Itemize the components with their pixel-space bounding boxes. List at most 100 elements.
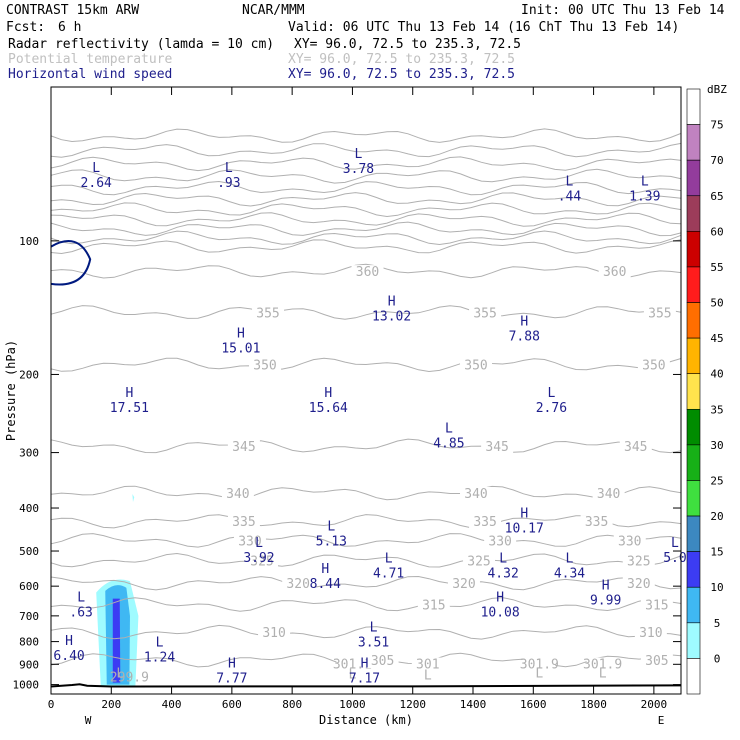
theta-label: 355 [473, 306, 496, 321]
theta-label: 355 [256, 306, 279, 321]
wind-extremum-type: L [499, 551, 507, 566]
theta-label: 305 [371, 654, 394, 669]
theta-label-bg [221, 486, 254, 501]
colorbar-level-label: 45 [710, 332, 723, 345]
colorbar-swatch [686, 231, 701, 268]
wind-extremum-type: L [92, 161, 100, 176]
theta-label: 315 [422, 599, 445, 614]
plot-frame [50, 86, 682, 695]
colorbar-unit-label: dBZ [707, 83, 727, 96]
theta-line-upper [50, 202, 682, 218]
theta-label: 310 [262, 626, 285, 641]
y-tick-label: 300 [19, 447, 39, 460]
wind-extremum-value: 15.64 [309, 401, 348, 416]
theta-label: 325 [627, 554, 650, 569]
wind-extremum-type: H [388, 295, 396, 310]
colorbar-level-label: 25 [710, 474, 723, 487]
theta-label: 345 [485, 440, 508, 455]
wind-extremum-value: 4.34 [554, 566, 585, 581]
theta-label-bg [460, 486, 493, 501]
colorbar-level-label: 5 [714, 617, 721, 630]
colorbar-swatch [686, 480, 701, 517]
wind-extremum-value: 1.24 [144, 650, 175, 665]
theta-label: 340 [226, 487, 249, 502]
wind-extremum-value: 10.17 [505, 521, 544, 536]
wind-extremum-value: .44 [558, 189, 582, 204]
field-name-1: Potential temperature [8, 52, 173, 67]
y-tick-label: 1000 [13, 679, 40, 692]
wind-extremum-type: H [65, 634, 73, 649]
wind-extremum-value: .63 [69, 606, 92, 621]
theta-line [50, 533, 682, 548]
theta-label-bg [246, 554, 279, 569]
theta-label-bg [460, 358, 493, 373]
wind-extremum-type: H [520, 314, 528, 329]
colorbar-swatch [686, 586, 701, 624]
theta-label-bg [227, 440, 260, 455]
theta-label: 340 [464, 487, 487, 502]
wind-extremum-value: 7.17 [349, 671, 380, 686]
theta-label-bg [613, 534, 646, 549]
wind-extremum-type: L [547, 386, 555, 401]
theta-label: 301.9 [583, 658, 622, 673]
theta-label: 360 [356, 265, 379, 280]
theta-low-marker: L [599, 667, 607, 682]
theta-label-bg [643, 306, 676, 321]
theta-label: 305 [645, 654, 668, 669]
theta-label-bg [580, 515, 613, 530]
theta-label: 301.1 [333, 658, 372, 673]
theta-label-bg [233, 534, 266, 549]
colorbar-swatch [686, 408, 701, 446]
wind-extremum-type: L [566, 551, 574, 566]
theta-line [50, 597, 682, 612]
theta-label: 360 [603, 265, 626, 280]
y-tick-label: 500 [19, 545, 39, 558]
wind-extremum-value: 2.76 [536, 401, 567, 416]
theta-label: 320 [452, 577, 475, 592]
wind-extremum-value: 17.51 [110, 401, 149, 416]
theta-label-bg [481, 440, 514, 455]
theta-label: 345 [624, 440, 647, 455]
wind-extremum-type: L [445, 421, 453, 436]
wind-extremum-value: 4.32 [487, 566, 518, 581]
theta-label-bg [469, 306, 502, 321]
colorbar-swatch [686, 302, 701, 339]
field-name-0: Radar reflectivity (lamda = 10 cm) [8, 37, 274, 52]
x-tick-label: 2000 [641, 698, 668, 711]
theta-line [50, 357, 682, 373]
colorbar-level-label: 40 [710, 368, 723, 381]
theta-label: 325 [250, 554, 273, 569]
theta-label-bg [447, 576, 480, 591]
theta-label-bg [249, 358, 282, 373]
theta-label: 320 [286, 577, 309, 592]
y-tick-label: 600 [19, 580, 39, 593]
theta-line-upper [50, 230, 682, 246]
theta-line-upper [50, 142, 682, 158]
theta-label-bg [417, 598, 450, 613]
theta-line-upper [50, 239, 682, 255]
theta-label: 320 [627, 577, 650, 592]
theta-label: 325 [467, 554, 490, 569]
theta-label: 350 [464, 359, 487, 374]
x-tick-label: 1200 [399, 698, 426, 711]
x-end-label-east: E [658, 714, 665, 727]
theta-line [50, 624, 682, 640]
axis-ticks: 100 200 300 400 500 600 700 800 900 1000 0 200 400 60… [4, 87, 681, 727]
theta-line [50, 263, 682, 279]
wind-extremum-type: H [321, 562, 329, 577]
fcst-label: Fcst: [6, 20, 45, 35]
theta-label-bg [463, 554, 496, 569]
y-tick-label: 200 [19, 368, 39, 381]
theta-contours [50, 128, 682, 668]
wind-extremum-value: 4.85 [433, 436, 464, 451]
plot-area [51, 87, 681, 694]
theta-line-upper [50, 168, 682, 184]
theta-label-bg [637, 358, 670, 373]
theta-label: 355 [648, 306, 671, 321]
colorbar-level-label: 15 [710, 546, 723, 559]
wind-extremum-type: L [255, 536, 263, 551]
theta-label-bg [622, 576, 655, 591]
theta-label: 350 [253, 359, 276, 374]
theta-label: 335 [473, 515, 496, 530]
